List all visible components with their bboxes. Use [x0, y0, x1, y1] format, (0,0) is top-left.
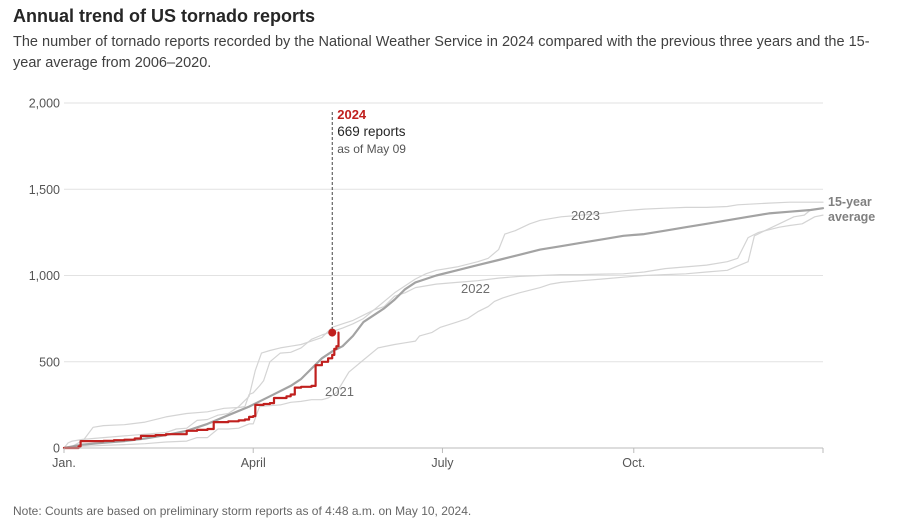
chart-title: Annual trend of US tornado reports: [13, 6, 316, 26]
series-line-2024: [62, 331, 340, 450]
series-label-15-year-average: 15-year average: [828, 195, 875, 224]
y-tick-label-1000: 1,000: [29, 269, 60, 283]
annotation-point-2024: [328, 328, 337, 337]
y-tick-label-500: 500: [39, 355, 60, 369]
series-label-2023: 2023: [571, 208, 600, 223]
annotation-date: as of May 09: [337, 142, 406, 156]
x-tick-label-july: July: [431, 456, 454, 470]
annotation-value: 669 reports: [337, 124, 406, 139]
annotation-title: 2024: [337, 107, 367, 122]
series-label-line-2: average: [828, 210, 875, 224]
series-label-line-1: 15-year: [828, 195, 872, 209]
series-line-15-year-average: [62, 207, 825, 450]
series-line-2022: [63, 214, 824, 449]
series-label-2021: 2021: [325, 384, 354, 399]
x-tick-label-jan: Jan.: [52, 456, 76, 470]
gridlines: [64, 102, 823, 363]
series-lines: 2021 2022 2023 15-year average: [62, 195, 875, 450]
chart-subtitle: The number of tornado reports recorded b…: [13, 34, 870, 71]
series-label-2022: 2022: [461, 281, 490, 296]
footnote: Note: Counts are based on preliminary st…: [13, 504, 472, 518]
y-tick-label-0: 0: [53, 442, 60, 456]
annotations: 2024 669 reports as of May 09: [328, 107, 406, 337]
tornado-trend-chart: 2021 2022 2023 15-year average 2024 669 repor…: [29, 97, 876, 471]
y-tick-label-2000: 2,000: [29, 97, 60, 111]
axes: 0 500 1,000 1,500 2,000 Jan. April July Oct.: [29, 97, 824, 470]
x-tick-label-april: April: [241, 456, 266, 470]
y-tick-label-1500: 1,500: [29, 183, 60, 197]
series-line-2023: [63, 201, 824, 449]
x-tick-label-oct: Oct.: [622, 456, 645, 470]
series-line-2021: [63, 207, 824, 449]
